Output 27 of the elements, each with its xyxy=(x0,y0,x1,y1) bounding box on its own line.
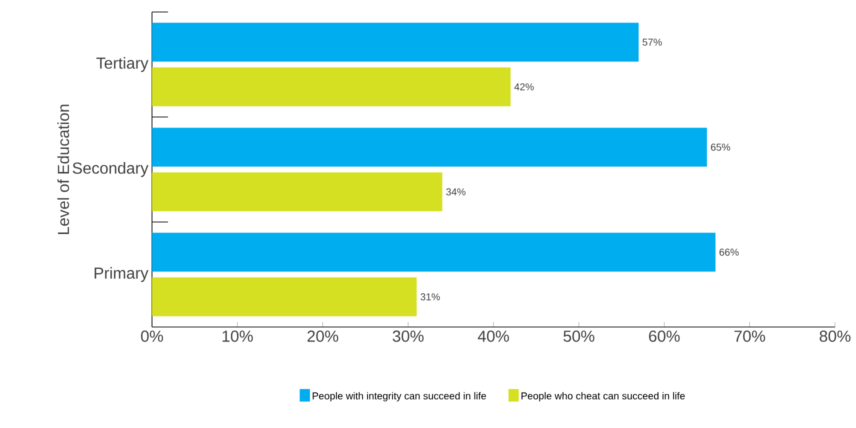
y-tick-label: Secondary xyxy=(72,162,148,177)
bar xyxy=(152,232,716,272)
bar xyxy=(152,22,639,62)
data-label: 66% xyxy=(720,248,739,256)
legend-label: People with integrity can succeed in life xyxy=(312,392,486,402)
x-tick-label: 30% xyxy=(392,330,424,342)
y-tick-label: Primary xyxy=(94,267,148,282)
x-tick-label: 0% xyxy=(141,330,163,342)
bar xyxy=(152,277,417,316)
data-label: 57% xyxy=(642,38,662,46)
x-tick-label: 20% xyxy=(308,330,338,342)
legend-label: People who cheat can succeed in life xyxy=(522,392,685,402)
bar xyxy=(152,67,511,106)
data-label: 34% xyxy=(446,188,466,196)
bar xyxy=(152,128,707,167)
x-tick-label: 50% xyxy=(564,330,594,342)
y-tick-label: Tertiary xyxy=(96,57,148,72)
y-axis-title: Level of Education xyxy=(57,104,70,234)
bar xyxy=(152,172,442,212)
data-label: 42% xyxy=(514,83,534,90)
data-label: 31% xyxy=(420,293,440,300)
data-label: 65% xyxy=(710,144,730,151)
x-tick-label: 60% xyxy=(649,330,680,342)
x-tick-label: 40% xyxy=(478,330,509,342)
x-tick-label: 80% xyxy=(820,330,850,342)
x-tick-label: 10% xyxy=(222,330,253,342)
x-tick-label: 70% xyxy=(734,330,766,342)
